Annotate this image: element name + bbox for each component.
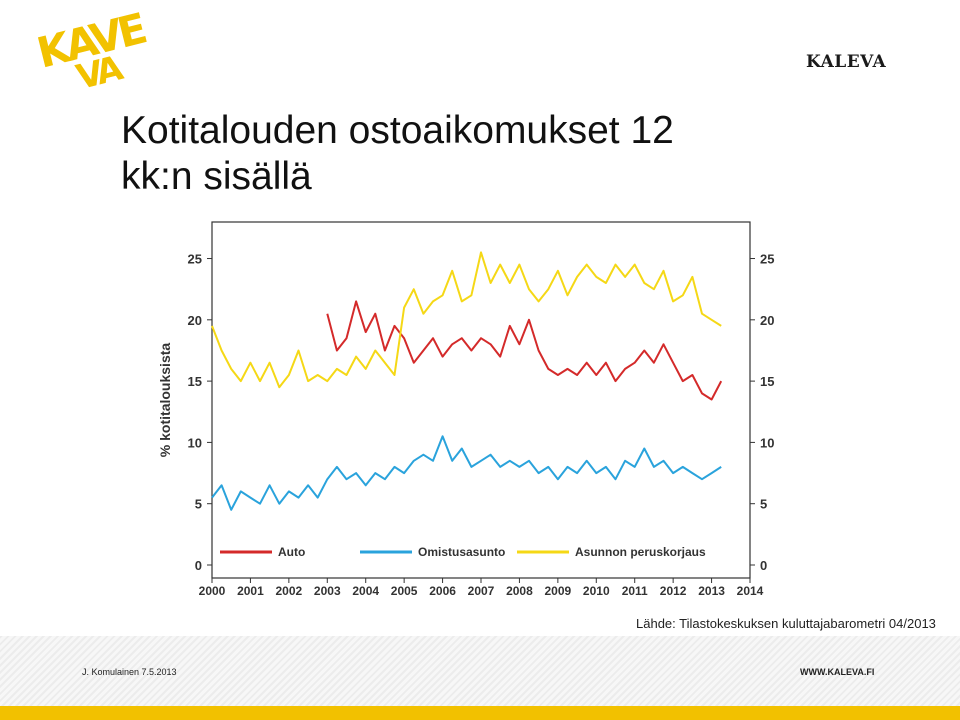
chart-frame <box>211 221 751 579</box>
title-line-1: Kotitalouden ostoaikomukset 12 <box>121 109 674 152</box>
x-tick-label: 2012 <box>660 584 687 598</box>
x-tick-label: 2002 <box>276 584 303 598</box>
y-tick-label-left: 20 <box>188 313 202 328</box>
footer-band <box>0 636 960 706</box>
x-tick-label: 2005 <box>391 584 418 598</box>
y-tick-label-right: 0 <box>760 558 767 573</box>
source-note: Lähde: Tilastokeskuksen kuluttajabaromet… <box>636 616 936 631</box>
x-tick-label: 2011 <box>622 584 648 598</box>
x-tick-label: 2003 <box>314 584 341 598</box>
series-line-omistusasunto <box>211 435 722 511</box>
x-tick-label: 2013 <box>698 584 725 598</box>
x-tick-label: 2010 <box>583 584 610 598</box>
y-tick-label-right: 25 <box>760 252 774 267</box>
x-tick-label: 2007 <box>468 584 495 598</box>
series-line-peruskorjaus <box>211 251 722 389</box>
x-tick-label: 2014 <box>737 584 764 598</box>
series-line-auto <box>326 300 723 401</box>
y-axis-label: % kotitalouksista <box>157 343 173 458</box>
x-tick-label: 2004 <box>352 584 379 598</box>
y-tick-label-right: 20 <box>760 313 774 328</box>
y-tick-label-right: 15 <box>760 374 774 389</box>
y-tick-label-left: 15 <box>188 374 202 389</box>
slide-title: Kotitalouden ostoaikomukset 12 kk:n sisä… <box>121 108 821 200</box>
y-tick-label-left: 25 <box>188 252 202 267</box>
website-link[interactable]: WWW.KALEVA.FI <box>800 667 875 677</box>
x-tick-label: 2001 <box>237 584 264 598</box>
x-tick-label: 2000 <box>199 584 226 598</box>
x-tick-label: 2009 <box>545 584 572 598</box>
legend-label-peruskorjaus: Asunnon peruskorjaus <box>575 545 706 559</box>
bottom-accent-bar <box>0 706 960 720</box>
y-tick-label-left: 0 <box>195 558 202 573</box>
y-tick-label-left: 5 <box>195 497 202 512</box>
y-tick-label-right: 5 <box>760 497 767 512</box>
kave-logo: KAVE VA <box>32 4 149 90</box>
kaleva-brand: KALEVA <box>806 52 887 72</box>
legend-label-omistusasunto: Omistusasunto <box>418 545 505 559</box>
y-tick-label-left: 10 <box>188 435 202 450</box>
y-tick-label-right: 10 <box>760 435 774 450</box>
x-tick-label: 2006 <box>429 584 456 598</box>
title-line-2: kk:n sisällä <box>121 155 312 198</box>
author-date: J. Komulainen 7.5.2013 <box>82 667 177 677</box>
legend-label-auto: Auto <box>278 545 305 559</box>
x-tick-label: 2008 <box>506 584 533 598</box>
